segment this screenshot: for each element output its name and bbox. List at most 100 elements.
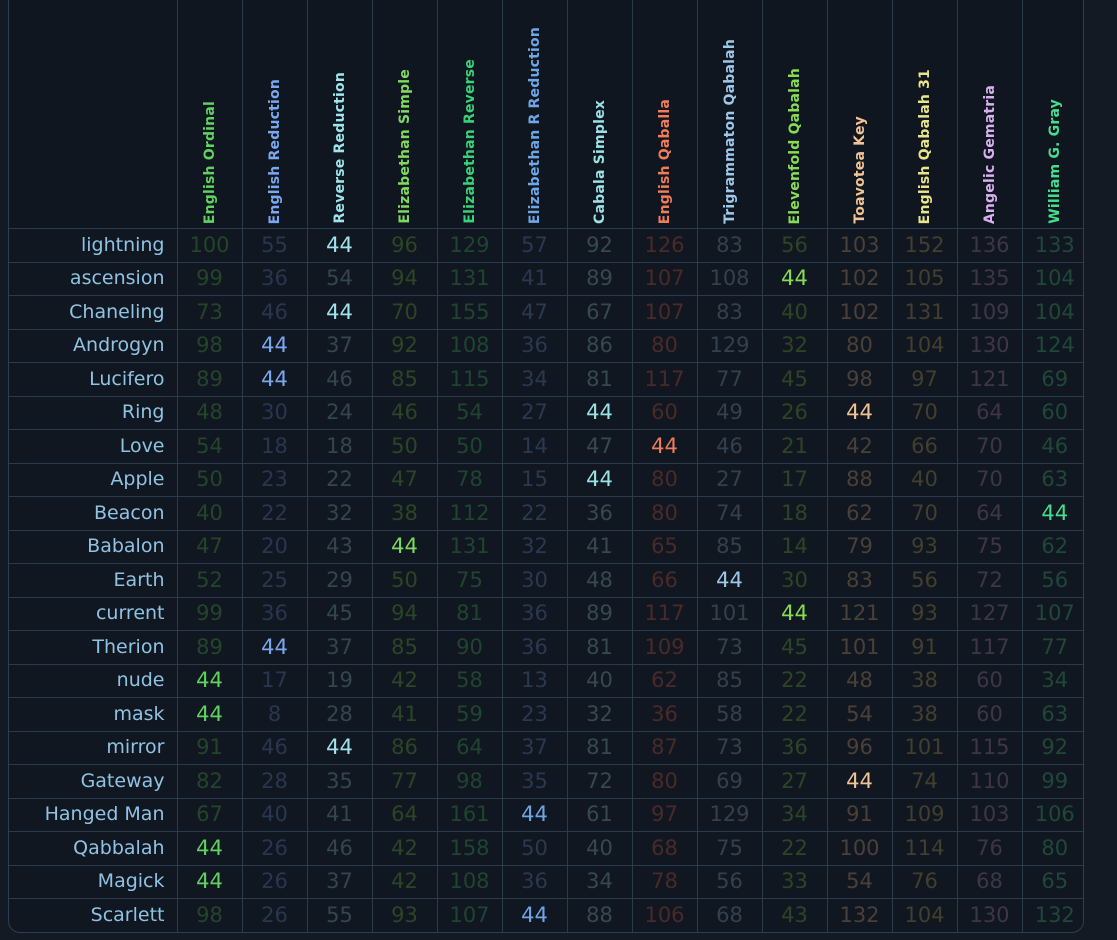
value-cell[interactable]: 19 [306, 663, 373, 698]
value-cell[interactable]: 107 [1021, 596, 1083, 631]
value-cell[interactable]: 70 [371, 295, 438, 330]
match-value-cell[interactable]: 44 [241, 328, 308, 363]
value-cell[interactable]: 94 [371, 261, 438, 296]
cipher-header[interactable]: Elizabethan Reverse [436, 0, 503, 229]
value-cell[interactable]: 38 [371, 496, 438, 531]
value-cell[interactable]: 132 [826, 898, 893, 932]
value-cell[interactable]: 27 [761, 764, 828, 799]
value-cell[interactable]: 62 [1021, 529, 1083, 564]
value-cell[interactable]: 68 [696, 898, 763, 932]
value-cell[interactable]: 124 [1021, 328, 1083, 363]
value-cell[interactable]: 23 [241, 462, 308, 497]
match-value-cell[interactable]: 44 [176, 864, 243, 899]
value-cell[interactable]: 86 [566, 328, 633, 363]
value-cell[interactable]: 92 [371, 328, 438, 363]
value-cell[interactable]: 108 [696, 261, 763, 296]
value-cell[interactable]: 22 [761, 663, 828, 698]
value-cell[interactable]: 21 [761, 429, 828, 464]
match-value-cell[interactable]: 44 [501, 898, 568, 932]
value-cell[interactable]: 50 [501, 831, 568, 866]
value-cell[interactable]: 74 [891, 764, 958, 799]
value-cell[interactable]: 80 [631, 328, 698, 363]
match-value-cell[interactable]: 44 [176, 697, 243, 732]
value-cell[interactable]: 63 [1021, 697, 1083, 732]
value-cell[interactable]: 80 [631, 496, 698, 531]
match-value-cell[interactable]: 44 [761, 261, 828, 296]
match-value-cell[interactable]: 44 [1021, 496, 1083, 531]
value-cell[interactable]: 13 [501, 663, 568, 698]
row-word[interactable]: Therion [9, 630, 178, 665]
value-cell[interactable]: 155 [436, 295, 503, 330]
match-value-cell[interactable]: 44 [631, 429, 698, 464]
row-word[interactable]: lightning [9, 228, 178, 263]
value-cell[interactable]: 69 [1021, 362, 1083, 397]
value-cell[interactable]: 81 [566, 362, 633, 397]
match-value-cell[interactable]: 44 [306, 295, 373, 330]
value-cell[interactable]: 112 [436, 496, 503, 531]
value-cell[interactable]: 54 [436, 395, 503, 430]
value-cell[interactable]: 46 [371, 395, 438, 430]
value-cell[interactable]: 20 [241, 529, 308, 564]
value-cell[interactable]: 64 [436, 730, 503, 765]
value-cell[interactable]: 70 [891, 496, 958, 531]
cipher-header[interactable]: Reverse Reduction [306, 0, 373, 229]
value-cell[interactable]: 91 [826, 797, 893, 832]
value-cell[interactable]: 37 [306, 328, 373, 363]
value-cell[interactable]: 18 [241, 429, 308, 464]
value-cell[interactable]: 64 [371, 797, 438, 832]
value-cell[interactable]: 131 [436, 529, 503, 564]
value-cell[interactable]: 81 [566, 630, 633, 665]
value-cell[interactable]: 36 [241, 596, 308, 631]
value-cell[interactable]: 59 [436, 697, 503, 732]
value-cell[interactable]: 35 [306, 764, 373, 799]
value-cell[interactable]: 36 [761, 730, 828, 765]
value-cell[interactable]: 22 [761, 831, 828, 866]
value-cell[interactable]: 46 [1021, 429, 1083, 464]
value-cell[interactable]: 101 [891, 730, 958, 765]
row-word[interactable]: Gateway [9, 764, 178, 799]
value-cell[interactable]: 25 [241, 563, 308, 598]
value-cell[interactable]: 32 [306, 496, 373, 531]
value-cell[interactable]: 92 [566, 228, 633, 263]
value-cell[interactable]: 43 [306, 529, 373, 564]
row-word[interactable]: Androgyn [9, 328, 178, 363]
value-cell[interactable]: 46 [306, 362, 373, 397]
value-cell[interactable]: 58 [436, 663, 503, 698]
value-cell[interactable]: 70 [956, 429, 1023, 464]
value-cell[interactable]: 45 [761, 630, 828, 665]
row-word[interactable]: Babalon [9, 529, 178, 564]
value-cell[interactable]: 41 [566, 529, 633, 564]
match-value-cell[interactable]: 44 [371, 529, 438, 564]
value-cell[interactable]: 27 [696, 462, 763, 497]
value-cell[interactable]: 69 [696, 764, 763, 799]
value-cell[interactable]: 56 [1021, 563, 1083, 598]
value-cell[interactable]: 104 [891, 328, 958, 363]
value-cell[interactable]: 93 [891, 529, 958, 564]
value-cell[interactable]: 30 [761, 563, 828, 598]
row-word[interactable]: mirror [9, 730, 178, 765]
cipher-header[interactable]: English Qaballa [631, 0, 698, 229]
row-word[interactable]: Qabbalah [9, 831, 178, 866]
value-cell[interactable]: 110 [956, 764, 1023, 799]
value-cell[interactable]: 40 [761, 295, 828, 330]
row-word[interactable]: nude [9, 663, 178, 698]
value-cell[interactable]: 135 [956, 261, 1023, 296]
value-cell[interactable]: 101 [826, 630, 893, 665]
value-cell[interactable]: 75 [956, 529, 1023, 564]
value-cell[interactable]: 85 [696, 663, 763, 698]
value-cell[interactable]: 127 [956, 596, 1023, 631]
value-cell[interactable]: 129 [696, 328, 763, 363]
value-cell[interactable]: 26 [241, 831, 308, 866]
value-cell[interactable]: 109 [956, 295, 1023, 330]
match-value-cell[interactable]: 44 [761, 596, 828, 631]
value-cell[interactable]: 97 [631, 797, 698, 832]
value-cell[interactable]: 60 [956, 663, 1023, 698]
value-cell[interactable]: 36 [501, 864, 568, 899]
row-word[interactable]: Earth [9, 563, 178, 598]
value-cell[interactable]: 83 [696, 228, 763, 263]
value-cell[interactable]: 89 [566, 261, 633, 296]
value-cell[interactable]: 85 [371, 362, 438, 397]
value-cell[interactable]: 14 [761, 529, 828, 564]
value-cell[interactable]: 76 [956, 831, 1023, 866]
value-cell[interactable]: 22 [761, 697, 828, 732]
